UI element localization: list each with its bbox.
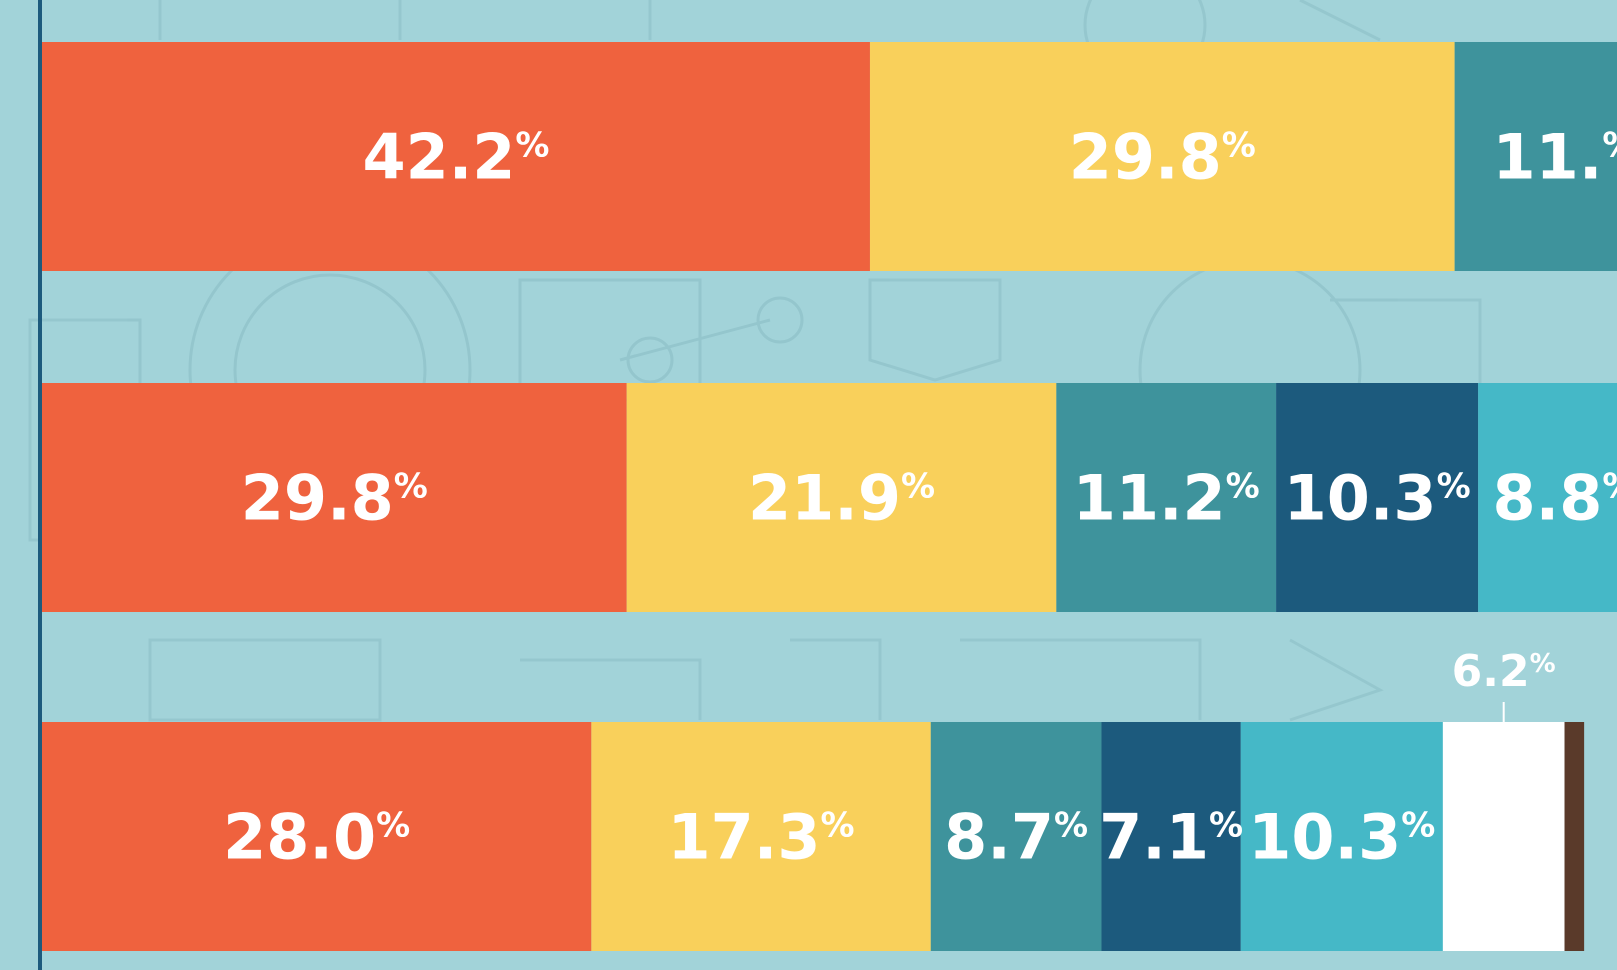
y-axis-line xyxy=(38,0,42,970)
bar-2-segment-2 xyxy=(626,383,1057,612)
bar-3-segment-2 xyxy=(591,722,931,951)
bars-layer xyxy=(42,42,1617,951)
bar-3-segment-5-label: 10.3% xyxy=(1248,801,1435,874)
bar-3-segment-6-label: 6.2% xyxy=(1452,646,1556,697)
bar-2-segment-4 xyxy=(1276,383,1479,612)
bar-3-segment-4-label: 7.1% xyxy=(1099,801,1243,874)
bar-2-segment-4-label: 10.3% xyxy=(1284,462,1471,535)
bar-1-segment-1 xyxy=(42,42,870,271)
bar-2-segment-3-label: 11.2% xyxy=(1073,462,1260,535)
bar-2-segment-5-label: 8.8% xyxy=(1493,462,1617,535)
bar-1-segment-2-label: 29.8% xyxy=(1069,121,1256,194)
bar-2-segment-1 xyxy=(42,383,627,612)
bar-1-segment-3-label: 11.% xyxy=(1493,121,1617,194)
bar-1-segment-2 xyxy=(869,42,1455,271)
bar-3-segment-3 xyxy=(930,722,1102,951)
bar-3-segment-7 xyxy=(1564,722,1585,951)
labels-layer: 42.2% 29.8% 11.% 29.8% 21.9% 11.2% 10.3% 8.8% 28… xyxy=(223,121,1617,874)
bar-3-segment-4 xyxy=(1101,722,1241,951)
bar-3-segment-6 xyxy=(1442,722,1565,951)
bar-3-segment-1-label: 28.0% xyxy=(223,801,410,874)
bar-3-segment-1 xyxy=(42,722,592,951)
bar-3-segment-5 xyxy=(1240,722,1443,951)
bar-2-segment-2-label: 21.9% xyxy=(748,462,935,535)
bar-1-segment-1-label: 42.2% xyxy=(362,121,549,194)
bar-3-segment-3-label: 8.7% xyxy=(944,801,1088,874)
bar-1-segment-3 xyxy=(1454,42,1617,271)
bar-2-segment-3 xyxy=(1056,383,1277,612)
bar-3-segment-2-label: 17.3% xyxy=(668,801,855,874)
bar-2-segment-5 xyxy=(1478,383,1617,612)
bar-2-segment-1-label: 29.8% xyxy=(241,462,428,535)
